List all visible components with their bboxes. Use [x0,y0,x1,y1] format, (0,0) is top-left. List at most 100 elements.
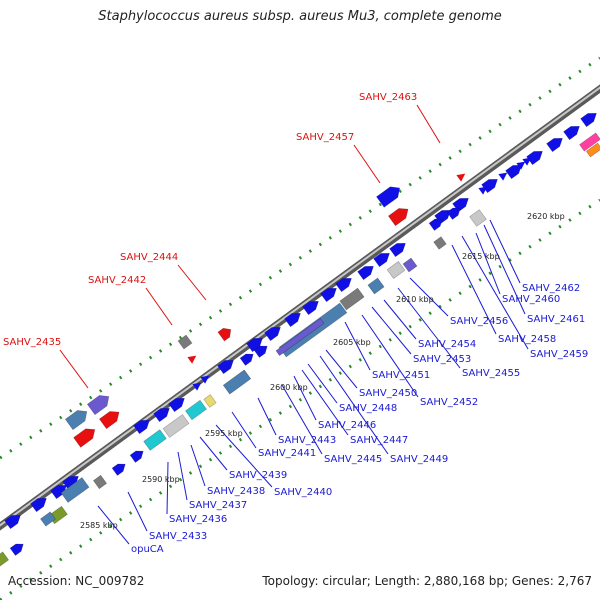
leader-line-blue [97,505,130,545]
leader-line-blue [371,306,412,355]
gene-arrow-outer [376,186,401,208]
gene-arrow-reverse [98,411,120,430]
gene-box-olive [0,551,10,569]
tick-label: 2595 kbp [205,429,243,438]
gene-arrow-forward [320,287,337,303]
leader-line-blue [319,355,389,455]
gene-arrow-reverse [217,327,232,342]
gene-arrow-forward [389,242,406,258]
gene-label-blue: SAHV_2450 [359,388,417,399]
leader-line-blue [190,444,206,487]
label-leader-lines [59,104,529,545]
gene-arrow-forward [546,137,563,153]
gene-arrow-forward [239,353,254,366]
gene-arrow-forward [153,407,170,423]
gene-arrow-forward [264,326,281,342]
gene-box-purple [275,317,325,357]
gene-box-steel [222,369,252,395]
leader-line-blue [489,219,521,284]
gene-arrow-forward [246,337,263,353]
gene-box-magenta [579,132,600,152]
gene-arrow-forward [357,265,374,281]
gene-arrow-small [192,382,202,391]
leader-line-blue [281,384,323,455]
gene-arrow-forward [526,150,543,166]
tick-labels: 2585 kbp 2590 kbp 2595 kbp 2600 kbp 2605 kbp… [80,212,565,530]
gene-label-blue: SAHV_2433 [149,531,207,542]
gene-arrow-reverse [73,428,96,448]
leader-line-red [177,264,207,301]
gene-label-blue: opuCA [131,544,164,555]
gene-box-lightgray [162,414,190,438]
gene-label-blue: SAHV_2460 [502,294,560,305]
gene-label-blue: SAHV_2437 [189,500,247,511]
tick-label: 2585 kbp [80,521,118,530]
gene-label-blue: SAHV_2439 [229,470,287,481]
gene-arrow-forward [335,277,352,293]
gene-label-blue: SAHV_2445 [324,454,382,465]
gene-box-gray [339,287,365,311]
gene-label-blue: SAHV_2454 [418,339,476,350]
gene-box-purple [402,257,418,273]
gene-features [0,112,600,569]
gene-box-cyan [143,429,167,451]
gene-box-gray [93,474,107,490]
leader-line-blue [461,235,529,350]
gene-label-blue: SAHV_2453 [413,354,471,365]
outer-dotted-ring [0,56,600,460]
gene-arrow-reverse [387,208,409,227]
leader-line-blue [344,321,371,371]
gene-label-blue: SAHV_2452 [420,397,478,408]
tick-label: 2605 kbp [333,338,371,347]
leader-line-red [145,287,173,326]
gene-label-blue: SAHV_2446 [318,420,376,431]
map-title: Staphylococcus aureus subsp. aureus Mu3,… [98,9,502,24]
gene-arrow-forward [373,252,390,268]
gene-arrow-forward [9,543,24,556]
leader-line-blue [177,451,188,501]
gene-label-blue: SAHV_2451 [372,370,430,381]
leader-line-blue [166,461,169,515]
gene-label-blue: SAHV_2456 [450,316,508,327]
leader-line-blue [397,287,461,369]
gene-label-blue: SAHV_2448 [339,403,397,414]
gene-arrow-outer [86,395,110,416]
gene-label-blue: SAHV_2440 [274,487,332,498]
leader-line-blue [409,277,449,317]
gene-label-blue: SAHV_2459 [530,349,588,360]
leader-line-red [353,144,381,184]
leader-line-blue [127,491,148,532]
gene-label-blue: SAHV_2462 [522,283,580,294]
gene-label-blue: SAHV_2441 [258,448,316,459]
gene-box-lightgray [469,209,487,227]
gene-arrow-small [200,375,210,384]
leader-line-blue [215,424,273,488]
gene-arrow-forward [563,125,580,141]
leader-line-blue [361,314,419,398]
gene-labels: SAHV_2435 SAHV_2442 SAHV_2444 SAHV_2457 SAHV… [3,92,588,555]
gene-arrow-forward [284,312,301,328]
gene-arrow-forward [446,207,461,220]
leader-line-blue [199,436,228,471]
leader-line-red [59,349,89,389]
gene-arrow-outer [64,410,88,431]
gene-label-blue: SAHV_2436 [169,514,227,525]
leader-line-blue [475,232,501,295]
gene-label-red: SAHV_2444 [120,252,178,263]
gene-arrow-forward [302,300,319,316]
gene-arrow-forward [253,345,268,358]
gene-arrow-small [498,172,508,181]
gene-box-steel [367,277,385,295]
leader-line-blue [451,244,497,335]
gene-arrow-forward [133,419,150,435]
gene-arrow-forward [111,463,126,476]
gene-arrow-forward [4,514,21,530]
gene-label-red: SAHV_2457 [296,132,354,143]
gene-arrow-small-red [456,173,466,182]
gene-label-blue: SAHV_2449 [390,454,448,465]
gene-arrow-forward [505,164,522,180]
gene-box-lightgray [386,261,406,279]
tick-label: 2590 kbp [142,475,180,484]
